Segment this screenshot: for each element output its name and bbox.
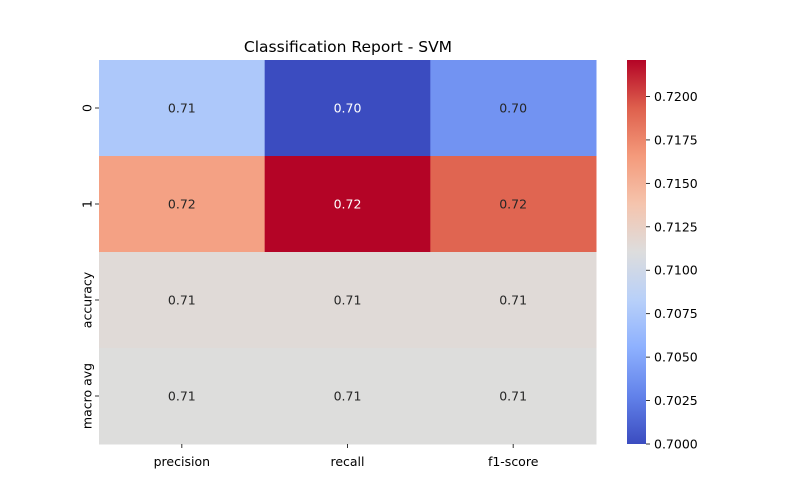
heatmap-cell <box>264 348 431 445</box>
cell-value-label: 0.72 <box>334 197 362 212</box>
cell-value-label: 0.72 <box>168 197 196 212</box>
colorbar-tick-label: 0.7050 <box>654 350 698 365</box>
heatmap-cell <box>430 156 597 253</box>
heatmap-cell <box>264 60 431 157</box>
heatmap-cell <box>99 252 266 349</box>
chart-title: Classification Report - SVM <box>244 38 452 56</box>
colorbar-ticks: 0.7000 0.7025 0.7050 0.7075 0.7100 0.7125 0.71… <box>646 89 698 452</box>
heatmap-cell <box>99 156 266 253</box>
cell-value-label: 0.71 <box>334 293 362 308</box>
colorbar: 0.7000 0.7025 0.7050 0.7075 0.7100 0.7125 0.71… <box>627 60 698 452</box>
heatmap-cell <box>264 252 431 349</box>
heatmap-cell <box>430 348 597 445</box>
heatmap-cell <box>430 252 597 349</box>
colorbar-tick-label: 0.7100 <box>654 263 698 278</box>
colorbar-tick-label: 0.7125 <box>654 219 698 234</box>
colorbar-tick-label: 0.7025 <box>654 393 698 408</box>
y-axis: 0 1 accuracy macro avg <box>80 104 99 429</box>
colorbar-tick-label: 0.7200 <box>654 89 698 104</box>
colorbar-tick-label: 0.7175 <box>654 132 698 147</box>
y-tick-label: accuracy <box>80 271 95 328</box>
heatmap-cell <box>99 348 266 445</box>
y-tick-label: macro avg <box>80 363 95 429</box>
heatmap-cell <box>264 156 431 253</box>
cell-value-label: 0.71 <box>499 389 527 404</box>
cell-value-label: 0.71 <box>168 293 196 308</box>
cell-value-label: 0.71 <box>334 389 362 404</box>
x-tick-label: f1-score <box>488 454 539 469</box>
y-tick-label: 0 <box>80 104 95 112</box>
colorbar-tick-label: 0.7075 <box>654 306 698 321</box>
colorbar-tick-label: 0.7150 <box>654 176 698 191</box>
heatmap-cells <box>99 60 597 445</box>
heatmap-cell-labels: 0.71 0.70 0.70 0.72 0.72 0.72 0.71 0.71 0.71 0.71… <box>168 101 527 404</box>
cell-value-label: 0.70 <box>499 101 527 116</box>
colorbar-tick-label: 0.7000 <box>654 437 698 452</box>
heatmap-cell <box>430 60 597 157</box>
heatmap-cell <box>99 60 266 157</box>
cell-value-label: 0.71 <box>168 101 196 116</box>
y-tick-label: 1 <box>80 200 95 208</box>
x-tick-label: precision <box>154 454 210 469</box>
x-axis: precision recall f1-score <box>154 444 539 469</box>
x-tick-label: recall <box>330 454 364 469</box>
colorbar-gradient <box>627 60 646 444</box>
cell-value-label: 0.70 <box>334 101 362 116</box>
cell-value-label: 0.72 <box>499 197 527 212</box>
cell-value-label: 0.71 <box>168 389 196 404</box>
cell-value-label: 0.71 <box>499 293 527 308</box>
